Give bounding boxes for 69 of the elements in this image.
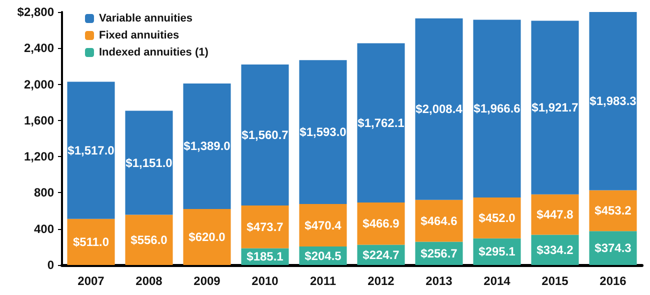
bar [415, 18, 463, 200]
data-label: $473.7 [246, 220, 284, 234]
y-tick-label: 2,000 [24, 77, 54, 92]
x-tick-label: 2007 [78, 274, 105, 288]
bar [241, 205, 289, 248]
bar [67, 82, 115, 219]
data-label: $204.5 [304, 248, 342, 263]
data-label: $334.2 [536, 242, 574, 257]
bar [299, 60, 347, 204]
data-label: $1,966.6 [474, 102, 521, 116]
x-tick-label: 2014 [484, 274, 511, 288]
data-label: $466.9 [362, 216, 400, 231]
y-tick-label: 1,200 [24, 150, 54, 164]
x-tick-label: 2009 [194, 274, 221, 288]
data-label: $185.1 [246, 250, 284, 264]
y-tick-label: 1,600 [24, 113, 54, 128]
legend-label: Indexed annuities (1) [99, 46, 209, 58]
bar [241, 64, 289, 206]
data-label: $1,983.3 [590, 94, 637, 108]
data-label: $1,762.1 [358, 116, 405, 130]
data-label: $452.0 [478, 210, 516, 225]
data-label: $1,921.7 [532, 100, 579, 115]
bar [125, 214, 173, 265]
x-tick-label: 2012 [368, 274, 395, 288]
y-tick-label: 2,400 [24, 41, 54, 56]
data-label: $2,008.4 [416, 102, 463, 116]
x-tick-label: 2008 [136, 274, 163, 288]
y-tick-label: $2,800 [17, 5, 54, 19]
bar [531, 20, 579, 194]
data-label: $620.0 [188, 230, 226, 244]
data-label: $464.6 [420, 214, 458, 228]
bar [589, 190, 637, 232]
bar [183, 208, 231, 265]
bar [125, 110, 173, 215]
bar [299, 204, 347, 247]
data-label: $1,517.0 [68, 143, 115, 158]
bar [67, 218, 115, 265]
x-tick-label: 2013 [426, 274, 453, 288]
data-label: $470.4 [304, 218, 342, 232]
y-tick-label: 400 [34, 222, 54, 236]
data-label: $295.1 [478, 244, 516, 259]
data-label: $453.2 [594, 204, 632, 218]
data-label: $374.3 [594, 241, 632, 256]
data-label: $1,151.0 [126, 156, 173, 170]
bar [415, 200, 463, 242]
x-tick-label: 2010 [252, 274, 279, 288]
data-label: $1,560.7 [242, 128, 289, 142]
legend-label: Fixed annuities [99, 30, 180, 42]
legend-label: Variable annuities [99, 12, 193, 24]
data-label: $1,593.0 [300, 125, 347, 140]
x-tick-label: 2016 [600, 274, 627, 288]
data-label: $224.7 [362, 248, 400, 262]
data-label: $1,389.0 [184, 139, 231, 154]
bar [473, 20, 521, 198]
data-label: $256.7 [420, 246, 458, 260]
bar [357, 202, 405, 245]
y-tick-label: 0 [47, 258, 54, 272]
bar [531, 194, 579, 235]
bar [473, 197, 521, 238]
bar [589, 231, 637, 265]
x-tick-label: 2011 [310, 274, 336, 288]
x-tick-label: 2015 [542, 274, 569, 288]
data-label: $511.0 [72, 234, 110, 249]
bar [183, 83, 231, 209]
data-label: $556.0 [130, 232, 168, 247]
bar [357, 43, 405, 203]
y-tick-label: 800 [34, 186, 54, 200]
data-label: $447.8 [536, 208, 574, 222]
bar [589, 12, 637, 190]
